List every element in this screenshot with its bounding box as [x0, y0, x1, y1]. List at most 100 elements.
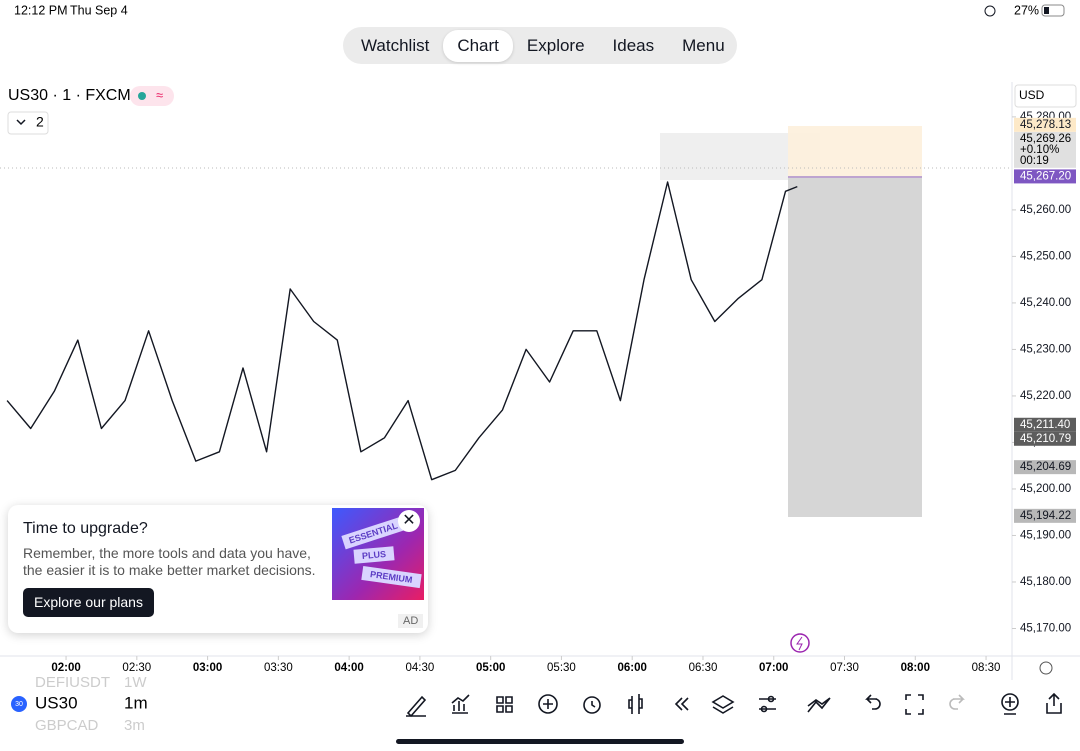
x-tick-label: 04:30	[406, 662, 435, 674]
symbol-logo-text: 30	[15, 701, 23, 708]
popup-title: Time to upgrade?	[23, 520, 148, 537]
price-tag	[1014, 431, 1076, 446]
y-tick-label: 45,190.00	[1020, 530, 1071, 542]
price-tags: 45,194.22 45,204.69 45,210.79 45,211.40 45,2…	[1014, 117, 1076, 523]
compare-tool[interactable]	[807, 697, 831, 713]
indicator-toggle[interactable]	[7, 111, 49, 135]
price-tag	[1014, 508, 1076, 523]
popup-text: Remember, the more tools and data you ha…	[23, 545, 316, 578]
current-interval[interactable]: 1m	[124, 693, 148, 712]
badge: PREMIUM	[361, 565, 422, 589]
event-icon	[796, 636, 803, 651]
price-tag	[1014, 169, 1076, 184]
x-tick-label: 06:30	[689, 662, 718, 674]
chart-type-tool[interactable]	[628, 694, 643, 714]
indicator-count: 2	[36, 114, 44, 130]
x-tick-label: 03:30	[264, 662, 293, 674]
fullscreen[interactable]	[905, 694, 924, 715]
prev-symbol: DEFIUSDT	[35, 674, 110, 691]
status-pill[interactable]	[130, 86, 174, 106]
market-open-dot	[138, 92, 146, 100]
price-tag-label: 45,278.13	[1020, 119, 1071, 131]
battery-fill	[1044, 7, 1049, 14]
toolbar	[406, 692, 1062, 718]
ad-label: AD	[398, 614, 424, 628]
publish-tool[interactable]	[1001, 693, 1019, 711]
settings-icon[interactable]	[1039, 661, 1053, 675]
currency-select[interactable]	[1014, 84, 1077, 108]
symbol-title[interactable]: US30 · 1 · FXCM	[8, 87, 131, 104]
undo[interactable]	[865, 694, 881, 710]
layers-tool[interactable]	[711, 695, 735, 714]
event-marker[interactable]	[790, 633, 810, 653]
y-tick-label: 45,230.00	[1020, 343, 1071, 355]
x-tick-label: 08:30	[972, 662, 1001, 674]
y-tick-label: 45,220.00	[1020, 390, 1071, 402]
focus-icon	[984, 5, 996, 17]
price-tag-label: 45,267.20	[1020, 170, 1071, 182]
upgrade-popup: Time to upgrade? Remember, the more tool…	[8, 505, 428, 633]
target-zone	[788, 126, 922, 178]
y-tick-label: 45,260.00	[1020, 204, 1071, 216]
price-tag-label: 45,269.26	[1020, 133, 1071, 145]
x-tick-label: 07:30	[830, 662, 859, 674]
price-tag	[1014, 131, 1076, 168]
y-tick-label: 45,200.00	[1020, 483, 1071, 495]
popup-button[interactable]: Explore our plans	[23, 588, 154, 617]
x-tick-label: 03:00	[193, 662, 222, 674]
x-tick-label: 08:00	[901, 662, 930, 674]
currency: USD	[1019, 88, 1045, 102]
price-tag	[1014, 117, 1076, 132]
price-tag	[1014, 460, 1076, 475]
price-tag	[1014, 417, 1076, 432]
tab[interactable]: Menu	[682, 35, 725, 55]
share[interactable]	[1046, 692, 1062, 714]
battery-icon	[1041, 4, 1065, 17]
price-change: +0.10%	[1020, 144, 1059, 156]
x-tick-label: 02:00	[51, 662, 80, 674]
layouts-tool[interactable]	[496, 696, 513, 713]
battery-level: 27%	[1014, 3, 1039, 17]
x-tick-label: 02:30	[122, 662, 151, 674]
y-tick-label: 45,250.00	[1020, 250, 1071, 262]
status-time: 12:12 PM	[14, 3, 68, 17]
stop-zone	[788, 178, 922, 517]
tab[interactable]: Chart	[443, 29, 513, 62]
price-tag-label: 45,211.40	[1020, 419, 1070, 431]
price-tag-label: 45,204.69	[1020, 461, 1071, 473]
x-tick-label: 04:00	[334, 662, 363, 674]
home-indicator	[396, 739, 684, 744]
prev-interval: 1W	[124, 674, 147, 691]
draw-tool[interactable]	[406, 695, 427, 718]
tab[interactable]: Ideas	[612, 35, 655, 55]
y-tick-label: 45,170.00	[1020, 623, 1071, 635]
next-symbol: GBPCAD	[35, 717, 99, 734]
current-symbol[interactable]: US30	[35, 693, 78, 712]
tab[interactable]: Watchlist	[361, 35, 430, 55]
badge: ESSENTIAL	[341, 516, 406, 550]
y-tick-label: 45,240.00	[1020, 297, 1071, 309]
alert-tool[interactable]	[583, 696, 601, 714]
x-tick-label: 07:00	[759, 662, 788, 674]
badge: PLUS	[353, 546, 395, 564]
add-tool[interactable]	[538, 694, 558, 714]
y-tick-label: 45,180.00	[1020, 576, 1071, 588]
price-line	[6, 181, 798, 481]
bar-countdown: 00:19	[1020, 155, 1049, 167]
tab[interactable]: Explore	[526, 35, 585, 55]
price-tag-label: 45,210.79	[1020, 433, 1071, 445]
x-tick-label: 05:30	[547, 662, 576, 674]
x-tick-label: 06:00	[617, 662, 646, 674]
next-interval: 3m	[124, 717, 145, 734]
indicators-tool[interactable]	[451, 694, 470, 714]
x-tick-label: 05:00	[476, 662, 505, 674]
delay-icon: ≈	[156, 87, 163, 102]
tab-bar: Watchlist Chart Explore Ideas Menu	[343, 27, 737, 64]
symbol-logo	[11, 696, 27, 712]
replay-tool[interactable]	[674, 697, 689, 711]
price-tag-label: 45,194.22	[1020, 510, 1071, 522]
redo[interactable]	[949, 694, 965, 710]
close-button[interactable]: ✕	[398, 510, 420, 532]
